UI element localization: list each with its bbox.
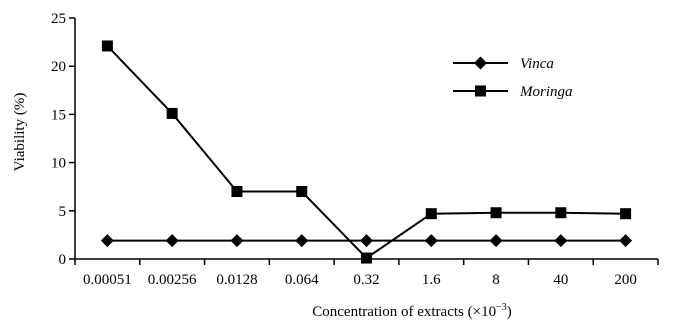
x-tick-label: 0.00051 — [83, 272, 132, 288]
x-tick-label: 40 — [553, 272, 568, 288]
y-tick-label: 20 — [51, 59, 66, 75]
data-point-vinca — [619, 234, 633, 248]
legend-marker-vinca — [474, 56, 487, 70]
data-point-vinca — [230, 234, 244, 248]
data-point-moringa — [296, 186, 308, 198]
series-group — [100, 40, 633, 264]
data-point-moringa — [361, 252, 372, 264]
x-tick-label: 0.064 — [285, 272, 319, 288]
x-tick-label: 8 — [492, 272, 500, 288]
y-tick-label: 0 — [59, 252, 67, 268]
legend-label-moringa: Moringa — [519, 84, 573, 100]
data-point-moringa — [166, 107, 178, 119]
axes — [69, 17, 659, 265]
legend-marker-moringa — [475, 85, 486, 97]
x-tick-label: 1.6 — [422, 272, 441, 288]
y-tick-label: 10 — [51, 156, 66, 172]
data-point-vinca — [424, 234, 438, 248]
y-tick-labels: 0 5 10 15 20 25 — [51, 11, 66, 268]
x-axis-label: Concentration of extracts (×10−3) — [312, 302, 511, 320]
data-point-moringa — [620, 208, 632, 220]
series-moringa — [101, 40, 632, 264]
data-point-vinca — [165, 234, 179, 248]
y-tick-label: 15 — [51, 107, 66, 123]
data-point-moringa — [231, 186, 243, 198]
data-point-vinca — [489, 234, 503, 248]
x-tick-label: 200 — [614, 272, 637, 288]
data-point-moringa — [425, 208, 437, 220]
series-vinca — [100, 234, 633, 248]
data-point-vinca — [360, 234, 373, 248]
x-tick-label: 0.0128 — [216, 272, 257, 288]
data-point-moringa — [555, 207, 567, 219]
x-tick-label: 0.32 — [353, 272, 379, 288]
x-tick-labels: 0.00051 0.00256 0.0128 0.064 0.32 1.6 8 40 200 — [83, 272, 637, 288]
data-point-vinca — [295, 234, 309, 248]
data-point-moringa — [101, 40, 113, 52]
x-axis-label-close: ) — [507, 304, 512, 320]
y-tick-label: 25 — [51, 11, 66, 27]
series-line-moringa — [106, 45, 626, 260]
y-axis-label: Viability (%) — [12, 93, 28, 172]
legend: Vinca Moringa — [453, 56, 573, 100]
legend-label-vinca: Vinca — [520, 56, 554, 72]
data-point-moringa — [490, 207, 502, 219]
y-tick-label: 5 — [59, 204, 67, 220]
x-tick-label: 0.00256 — [148, 272, 197, 288]
x-axis-label-sup: −3 — [496, 302, 507, 313]
x-axis-label-main: Concentration of extracts (×10 — [312, 304, 496, 320]
data-point-vinca — [100, 234, 114, 248]
data-point-vinca — [554, 234, 568, 248]
